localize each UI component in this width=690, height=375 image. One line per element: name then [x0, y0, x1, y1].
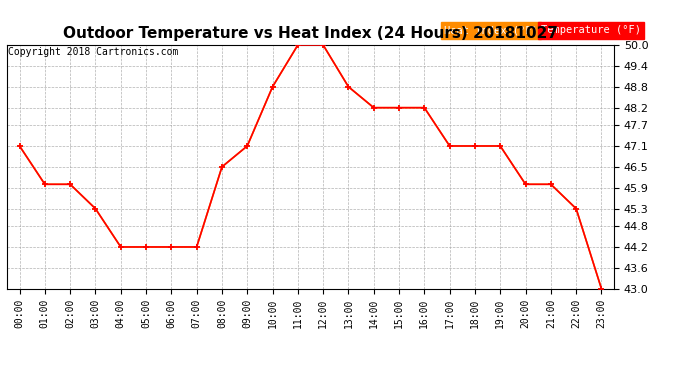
Text: Heat Index (°F): Heat Index (°F)	[444, 26, 538, 35]
Title: Outdoor Temperature vs Heat Index (24 Hours) 20181027: Outdoor Temperature vs Heat Index (24 Ho…	[63, 26, 558, 41]
Text: Temperature (°F): Temperature (°F)	[541, 26, 641, 35]
Text: Copyright 2018 Cartronics.com: Copyright 2018 Cartronics.com	[8, 47, 179, 57]
